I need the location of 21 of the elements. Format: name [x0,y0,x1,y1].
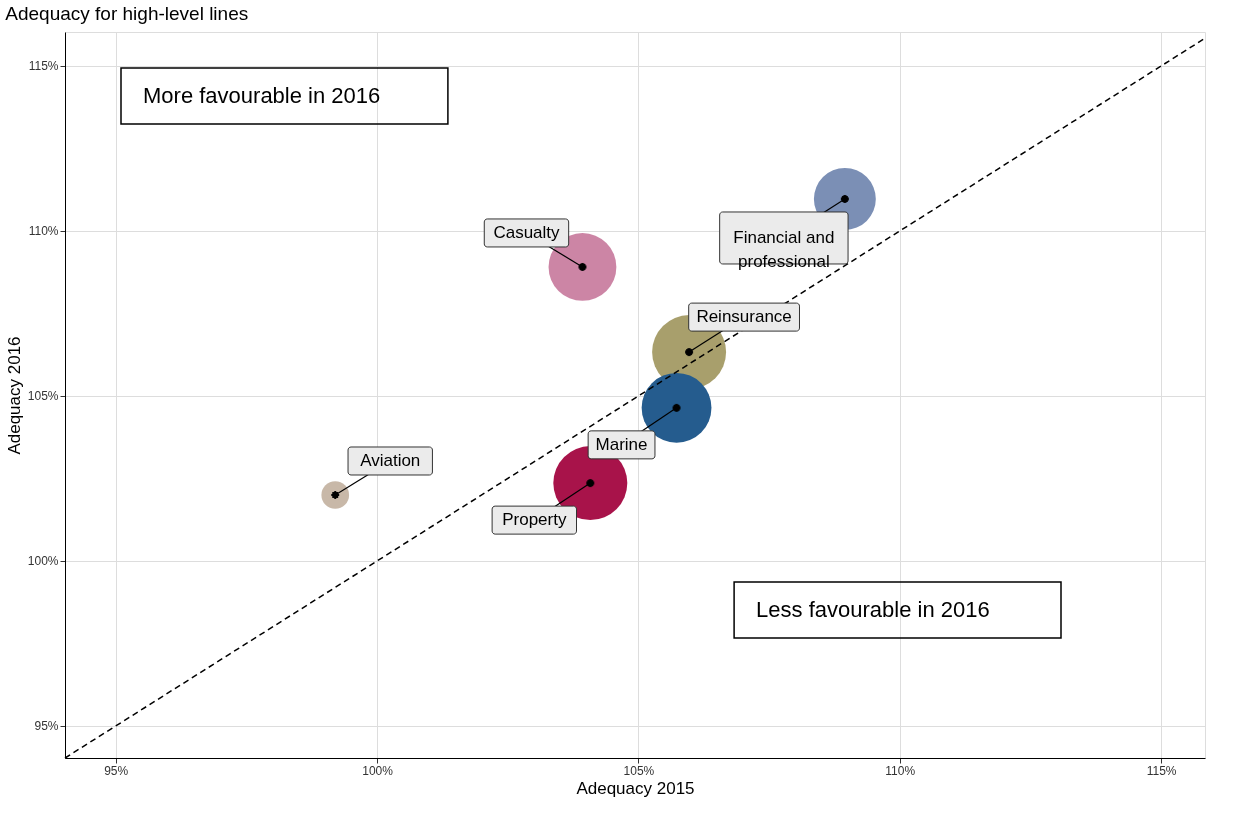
annotation: Less favourable in 2016 [756,597,990,622]
y-tick-label: 110% [28,224,59,239]
series-label: Casualty [493,222,561,242]
series-label: Financial and professional [733,227,835,271]
series-label: Reinsurance [696,307,792,327]
x-axis-title: Adequacy 2015 [576,778,695,798]
series-label: Property [502,510,567,530]
y-tick-label: 105% [27,389,59,404]
y-axis-title: Adequacy 2016 [4,336,24,455]
y-tick-label: 95% [34,719,59,734]
series-label: Marine [595,434,648,454]
x-tick-label: 115% [1146,763,1177,778]
x-tick-label: 95% [104,763,129,778]
x-tick-label: 100% [362,763,394,778]
series-label: Aviation [360,450,421,470]
x-tick-label: 110% [885,763,916,778]
y-tick-label: 100% [27,554,59,569]
y-tick-label: 115% [28,59,59,74]
chart-title: Adequacy for high-level lines [5,3,249,24]
x-tick-label: 105% [623,763,655,778]
annotation: More favourable in 2016 [143,83,381,108]
